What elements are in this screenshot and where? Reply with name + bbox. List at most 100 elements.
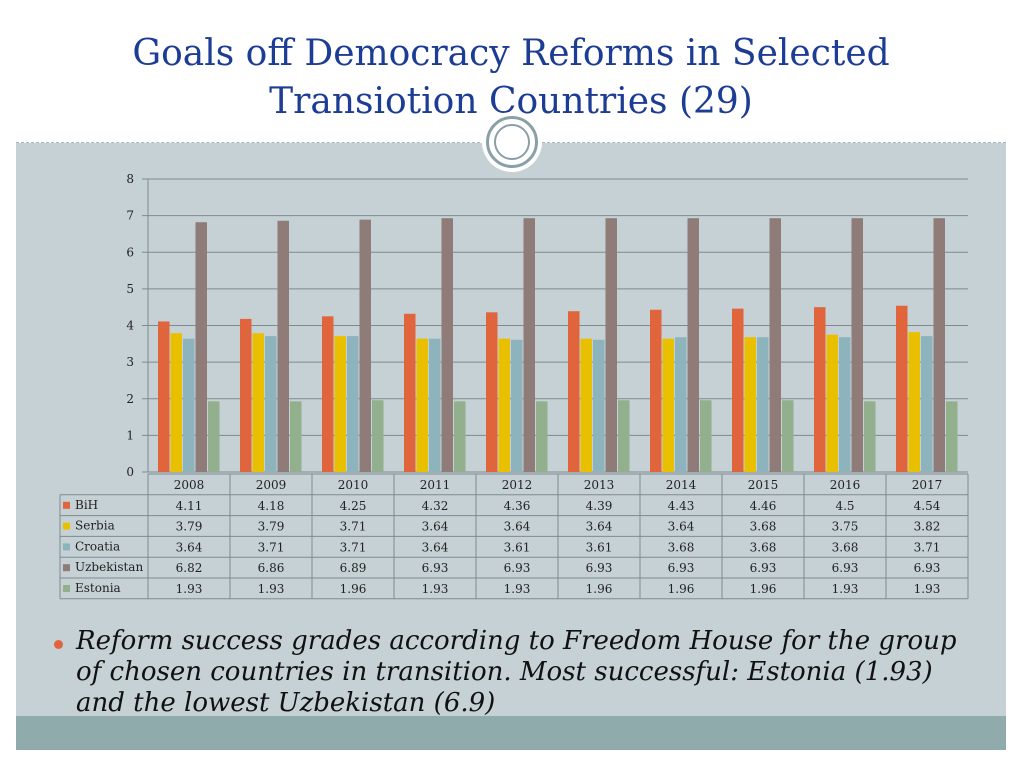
data-label: 3.68 <box>668 540 695 554</box>
data-label: 3.68 <box>750 540 777 554</box>
bar-bih-2009 <box>240 318 252 472</box>
y-tick-label: 1 <box>126 428 134 442</box>
data-label: 6.93 <box>914 561 941 575</box>
bar-bih-2010 <box>322 316 334 472</box>
slide: Goals off Democracy Reforms in Selected … <box>16 16 1006 750</box>
bar-uzbekistan-2014 <box>687 218 699 472</box>
data-label: 3.64 <box>586 520 613 534</box>
data-label: 3.64 <box>504 520 531 534</box>
data-label: 3.64 <box>668 520 695 534</box>
bar-serbia-2008 <box>170 333 182 472</box>
data-label: 1.96 <box>668 582 695 596</box>
title-ornament-circle <box>486 116 538 168</box>
data-label: 3.64 <box>176 540 203 554</box>
data-label: 6.82 <box>176 561 203 575</box>
data-label: 1.96 <box>586 582 613 596</box>
bar-croatia-2017 <box>921 336 933 472</box>
data-label: 4.46 <box>750 499 777 513</box>
x-tick-label: 2009 <box>256 478 287 492</box>
legend-label: Croatia <box>75 539 120 553</box>
bar-serbia-2009 <box>252 333 264 472</box>
bar-uzbekistan-2016 <box>851 218 863 472</box>
x-tick-label: 2014 <box>666 478 697 492</box>
data-label: 6.93 <box>668 561 695 575</box>
bar-estonia-2010 <box>372 400 384 472</box>
bar-serbia-2016 <box>826 334 838 472</box>
bar-chart: 0 1 2 3 4 5 6 7 8 2008 2009 2010 2011 2012 2013 2014 201… <box>59 172 969 600</box>
bar-uzbekistan-2008 <box>195 222 207 472</box>
bar-croatia-2014 <box>675 337 687 472</box>
bar-estonia-2008 <box>208 401 220 472</box>
legend-swatch-uzbekistan <box>63 564 70 572</box>
bar-uzbekistan-2012 <box>523 218 535 472</box>
x-tick-label: 2012 <box>502 478 533 492</box>
bar-bih-2014 <box>650 309 662 472</box>
bar-serbia-2013 <box>580 338 592 472</box>
data-label: 4.11 <box>176 499 203 513</box>
bar-serbia-2014 <box>662 338 674 472</box>
y-tick-label: 2 <box>126 392 134 406</box>
bar-estonia-2012 <box>536 401 548 472</box>
x-tick-label: 2016 <box>830 478 861 492</box>
bar-uzbekistan-2010 <box>359 219 371 472</box>
bar-serbia-2017 <box>908 332 920 472</box>
data-label: 6.86 <box>258 561 285 575</box>
bar-estonia-2011 <box>454 401 466 472</box>
bar-croatia-2012 <box>511 339 523 472</box>
bar-bih-2013 <box>568 311 580 472</box>
data-label: 3.68 <box>832 540 859 554</box>
data-label: 4.36 <box>504 499 531 513</box>
data-label: 1.93 <box>176 582 203 596</box>
bar-estonia-2015 <box>782 400 794 472</box>
data-label: 4.32 <box>422 499 449 513</box>
bar-bih-2012 <box>486 312 498 472</box>
x-tick-label: 2011 <box>420 478 451 492</box>
bar-bih-2008 <box>158 321 170 472</box>
bar-serbia-2015 <box>744 337 756 472</box>
data-label: 3.64 <box>422 520 449 534</box>
bar-uzbekistan-2011 <box>441 218 453 472</box>
data-label: 1.96 <box>340 582 367 596</box>
data-label: 3.71 <box>258 540 285 554</box>
y-tick-label: 3 <box>126 355 134 369</box>
bar-serbia-2012 <box>498 338 510 472</box>
bar-serbia-2011 <box>416 338 428 472</box>
data-label: 4.25 <box>340 499 367 513</box>
y-tick-label: 4 <box>126 319 134 333</box>
legend-swatch-bih <box>63 501 70 509</box>
bar-estonia-2013 <box>618 400 630 472</box>
data-label: 4.5 <box>835 499 854 513</box>
bar-bih-2015 <box>732 308 744 472</box>
data-label: 4.43 <box>668 499 695 513</box>
data-label: 3.61 <box>586 540 613 554</box>
data-label: 1.93 <box>422 582 449 596</box>
x-tick-label: 2017 <box>912 478 943 492</box>
y-tick-label: 0 <box>126 465 134 479</box>
bullet-text: Reform success grades according to Freed… <box>76 626 957 718</box>
bar-croatia-2009 <box>265 336 277 472</box>
data-label: 3.71 <box>914 540 941 554</box>
data-label: 1.93 <box>832 582 859 596</box>
y-tick-label: 6 <box>126 245 134 259</box>
data-label: 1.93 <box>258 582 285 596</box>
legend-label: BiH <box>75 498 98 512</box>
data-label: 6.93 <box>750 561 777 575</box>
bar-croatia-2015 <box>757 337 769 472</box>
data-label: 1.93 <box>504 582 531 596</box>
x-tick-label: 2015 <box>748 478 779 492</box>
data-label: 3.82 <box>914 520 941 534</box>
data-label: 3.68 <box>750 520 777 534</box>
bar-serbia-2010 <box>334 336 346 472</box>
x-tick-label: 2008 <box>174 478 205 492</box>
data-label: 3.71 <box>340 520 367 534</box>
data-label: 1.93 <box>914 582 941 596</box>
bar-croatia-2010 <box>347 336 359 472</box>
bar-croatia-2011 <box>429 338 441 472</box>
data-label: 6.89 <box>340 561 367 575</box>
legend-label: Estonia <box>75 581 121 595</box>
data-label: 3.75 <box>832 520 859 534</box>
bar-bih-2011 <box>404 313 416 472</box>
data-label: 3.61 <box>504 540 531 554</box>
data-label: 6.93 <box>422 561 449 575</box>
data-label: 3.79 <box>176 520 203 534</box>
